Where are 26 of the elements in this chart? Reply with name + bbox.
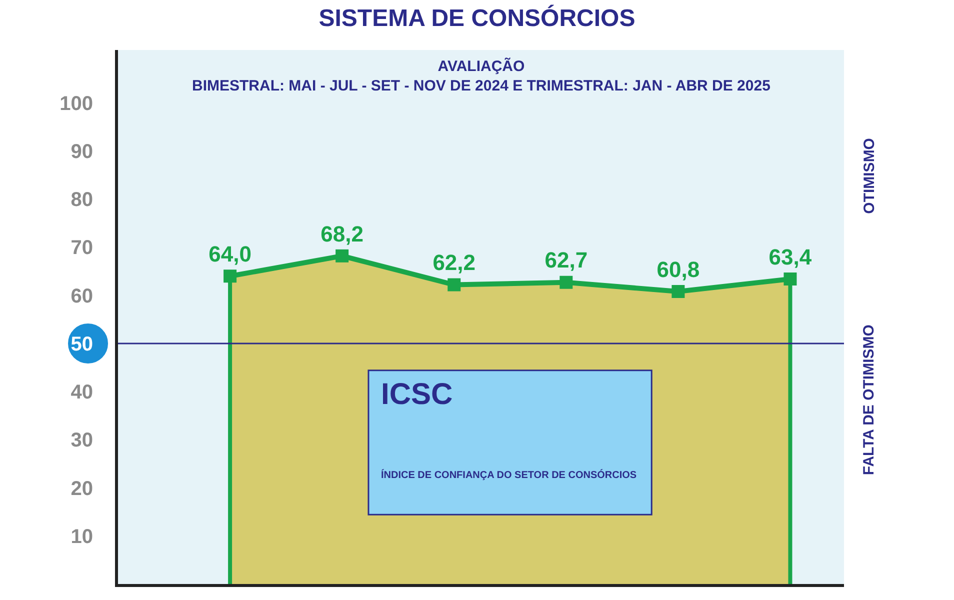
chart-title: SISTEMA DE CONSÓRCIOS (318, 4, 636, 32)
y-tick-label: 10 (70, 526, 93, 548)
text: 68,2 (320, 221, 364, 246)
text: FALTA DE OTIMISMO (860, 324, 878, 476)
y-tick-label: 60 (70, 285, 93, 308)
point (448, 278, 461, 292)
text: 64,0 (208, 241, 252, 266)
text: OTIMISMO (860, 138, 878, 214)
text: 62,7 (544, 248, 588, 273)
annotation: ÍNDICE DE CONFIANÇA DO SETOR DE CONSÓRCIOS (381, 469, 637, 481)
text: AVALIAÇÃO BIMESTRAL: MAI - JUL - SET - NOV DE 2024 E TRIMESTRAL: JAN - ABR DE 2025 (192, 57, 770, 94)
y-tick-label: 80 (70, 189, 93, 212)
y-tick-label: 40 (70, 382, 93, 404)
annotation: ICSC (381, 378, 453, 411)
y-tick-label: 50 (70, 333, 93, 356)
y-tick-label: 70 (70, 237, 93, 260)
y-tick-label: 90 (70, 141, 93, 164)
text: 60,8 (656, 256, 700, 282)
point (672, 285, 685, 298)
y-tick-label: 20 (70, 478, 93, 500)
text: 63,4 (768, 244, 812, 270)
y-tick-label: 30 (70, 430, 93, 452)
point (560, 276, 573, 289)
y-tick-label: 100 (60, 92, 93, 115)
point (336, 249, 349, 262)
text: 62,2 (432, 250, 476, 276)
